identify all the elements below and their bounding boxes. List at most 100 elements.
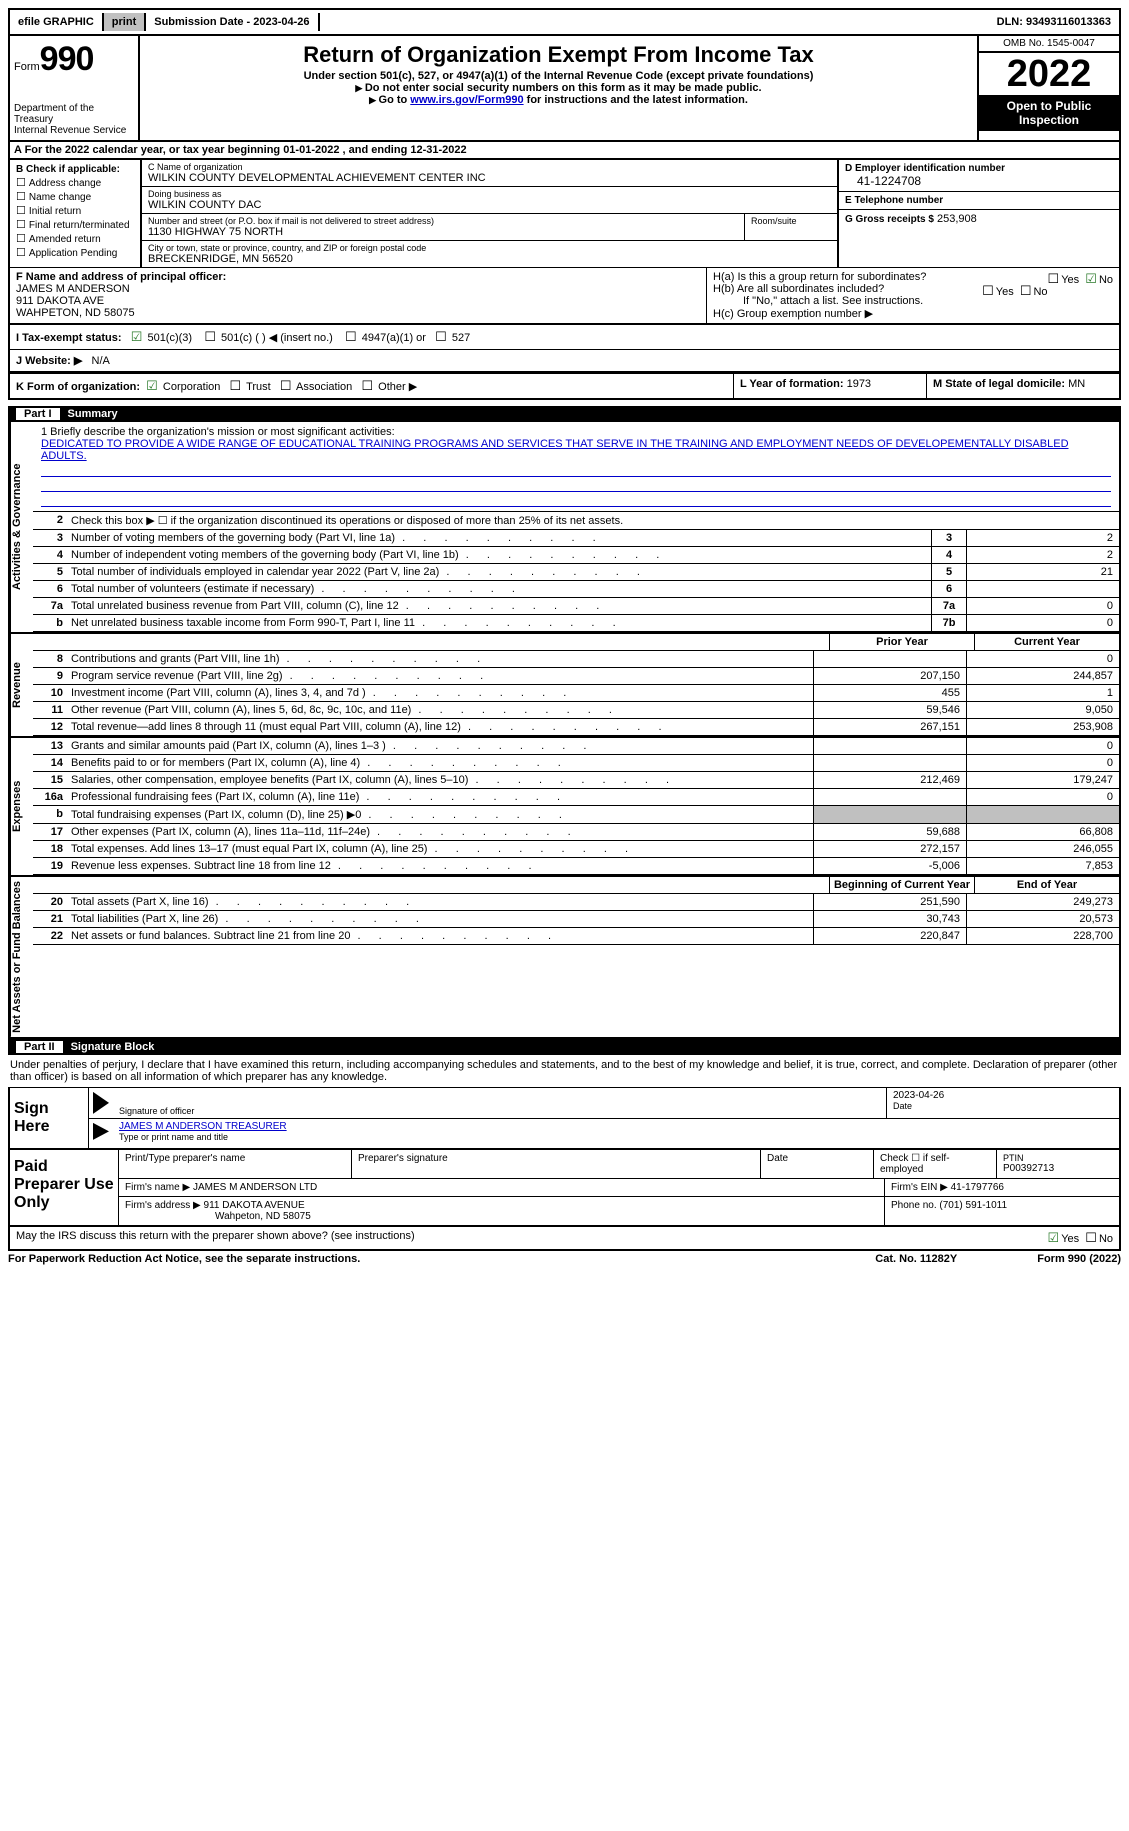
data-row: 11Other revenue (Part VIII, column (A), … bbox=[33, 702, 1119, 719]
col-b-label: B Check if applicable: bbox=[16, 164, 136, 175]
header-middle: Return of Organization Exempt From Incom… bbox=[140, 36, 977, 140]
sub3-post: for instructions and the latest informat… bbox=[524, 94, 748, 106]
governance-row: bNet unrelated business taxable income f… bbox=[33, 615, 1119, 632]
chk-corp[interactable] bbox=[146, 381, 160, 393]
subtitle-2: Do not enter social security numbers on … bbox=[144, 82, 973, 94]
firm-name-label: Firm's name ▶ bbox=[125, 1182, 190, 1193]
chk-address-change[interactable]: Address change bbox=[16, 176, 136, 189]
blank-line-3 bbox=[41, 494, 1111, 507]
paid-preparer-block: Paid Preparer Use Only Print/Type prepar… bbox=[8, 1150, 1121, 1227]
data-row: 13Grants and similar amounts paid (Part … bbox=[33, 738, 1119, 755]
current-year-header: Current Year bbox=[974, 634, 1119, 650]
j-label: J Website: ▶ bbox=[16, 355, 82, 367]
governance-row: 4Number of independent voting members of… bbox=[33, 547, 1119, 564]
prep-name-label: Print/Type preparer's name bbox=[119, 1150, 352, 1178]
firm-name-value: JAMES M ANDERSON LTD bbox=[193, 1182, 317, 1193]
gross-label: G Gross receipts $ bbox=[845, 214, 934, 225]
chk-pending[interactable]: Application Pending bbox=[16, 246, 136, 259]
block-fh: F Name and address of principal officer:… bbox=[8, 267, 1121, 325]
ha-no[interactable] bbox=[1085, 274, 1099, 286]
chk-4947[interactable] bbox=[345, 332, 359, 344]
officer-label: F Name and address of principal officer: bbox=[16, 271, 700, 283]
data-row: bTotal fundraising expenses (Part IX, co… bbox=[33, 806, 1119, 824]
firm-addr-label: Firm's address ▶ bbox=[125, 1200, 201, 1211]
firm-ein-value: 41-1797766 bbox=[951, 1182, 1004, 1193]
discuss-yes[interactable]: Yes bbox=[1048, 1233, 1080, 1245]
governance-row: 3Number of voting members of the governi… bbox=[33, 530, 1119, 547]
sig-arrow-icon-2 bbox=[93, 1123, 109, 1140]
prep-selfemp[interactable]: Check ☐ if self-employed bbox=[874, 1150, 997, 1178]
firm-addr-value2: Wahpeton, ND 58075 bbox=[125, 1211, 311, 1222]
col-f-officer: F Name and address of principal officer:… bbox=[10, 268, 707, 323]
discuss-no[interactable]: No bbox=[1085, 1233, 1113, 1245]
hb-no[interactable]: No bbox=[1020, 286, 1048, 298]
row-klm: K Form of organization: Corporation Trus… bbox=[8, 373, 1121, 400]
chk-initial-return[interactable]: Initial return bbox=[16, 204, 136, 217]
chk-527[interactable] bbox=[435, 332, 449, 344]
sig-arrow-icon bbox=[93, 1092, 109, 1114]
row-a-period: A For the 2022 calendar year, or tax yea… bbox=[8, 142, 1121, 160]
chk-name-change[interactable]: Name change bbox=[16, 190, 136, 203]
ptin-label: PTIN bbox=[1003, 1153, 1113, 1163]
row-j-website: J Website: ▶ N/A bbox=[8, 350, 1121, 373]
firm-phone-value: (701) 591-1011 bbox=[939, 1200, 1007, 1211]
chk-assoc[interactable] bbox=[280, 381, 294, 393]
part1-num: Part I bbox=[16, 408, 60, 420]
sidebar-expenses: Expenses bbox=[10, 738, 33, 875]
opt-other: Other ▶ bbox=[378, 381, 417, 393]
org-name: WILKIN COUNTY DEVELOPMENTAL ACHIEVEMENT … bbox=[148, 172, 831, 184]
firm-phone-label: Phone no. bbox=[891, 1200, 937, 1211]
col-de: D Employer identification number 41-1224… bbox=[837, 160, 1119, 267]
ha-label: H(a) Is this a group return for subordin… bbox=[713, 271, 926, 283]
row-i-tax-status: I Tax-exempt status: 501(c)(3) 501(c) ( … bbox=[8, 325, 1121, 350]
hb-yes[interactable]: Yes bbox=[982, 286, 1014, 298]
chk-501c3[interactable] bbox=[131, 332, 145, 344]
irs-link[interactable]: www.irs.gov/Form990 bbox=[410, 94, 523, 106]
firm-ein-label: Firm's EIN ▶ bbox=[891, 1182, 948, 1193]
ein-label: D Employer identification number bbox=[845, 163, 1113, 174]
prior-year-header: Prior Year bbox=[829, 634, 974, 650]
form-number: 990 bbox=[40, 40, 94, 78]
print-button[interactable]: print bbox=[104, 13, 146, 31]
opt-corp: Corporation bbox=[163, 381, 220, 393]
footer-cat: Cat. No. 11282Y bbox=[875, 1253, 957, 1265]
form-label: Form bbox=[14, 61, 40, 73]
chk-trust[interactable] bbox=[230, 381, 244, 393]
header-left: Form990 Department of the Treasury Inter… bbox=[10, 36, 140, 140]
ein-value: 41-1224708 bbox=[845, 174, 1113, 188]
footer: For Paperwork Reduction Act Notice, see … bbox=[8, 1251, 1121, 1267]
chk-501c[interactable] bbox=[204, 332, 218, 344]
gross-value: 253,908 bbox=[937, 213, 977, 225]
col-c-org-info: C Name of organization WILKIN COUNTY DEV… bbox=[142, 160, 837, 267]
ptin-value: P00392713 bbox=[1003, 1163, 1113, 1174]
governance-row: 5Total number of individuals employed in… bbox=[33, 564, 1119, 581]
data-row: 9Program service revenue (Part VIII, lin… bbox=[33, 668, 1119, 685]
chk-other[interactable] bbox=[361, 381, 375, 393]
part1-body: Activities & Governance 1 Briefly descri… bbox=[8, 422, 1121, 1039]
org-name-label: C Name of organization bbox=[148, 162, 831, 172]
sig-name-value: JAMES M ANDERSON TREASURER bbox=[119, 1121, 1113, 1132]
open-public-badge: Open to Public Inspection bbox=[979, 95, 1119, 131]
top-toolbar: efile GRAPHIC print Submission Date - 20… bbox=[8, 8, 1121, 36]
data-row: 16aProfessional fundraising fees (Part I… bbox=[33, 789, 1119, 806]
sign-here-block: Sign Here Signature of officer 2023-04-2… bbox=[8, 1088, 1121, 1150]
header-right: OMB No. 1545-0047 2022 Open to Public In… bbox=[977, 36, 1119, 140]
data-row: 22Net assets or fund balances. Subtract … bbox=[33, 928, 1119, 945]
sidebar-revenue: Revenue bbox=[10, 634, 33, 736]
ha-yes[interactable]: Yes bbox=[1048, 274, 1080, 286]
phone-label: E Telephone number bbox=[845, 195, 1113, 206]
chk-final-return[interactable]: Final return/terminated bbox=[16, 218, 136, 231]
dln-label: DLN: 93493116013363 bbox=[989, 13, 1119, 31]
data-row: 12Total revenue—add lines 8 through 11 (… bbox=[33, 719, 1119, 736]
m-value: MN bbox=[1068, 378, 1085, 390]
ha-no-label: No bbox=[1099, 274, 1113, 286]
firm-addr-value: 911 DAKOTA AVENUE bbox=[204, 1200, 305, 1211]
chk-amended[interactable]: Amended return bbox=[16, 232, 136, 245]
governance-row: 6Total number of volunteers (estimate if… bbox=[33, 581, 1119, 598]
k-label: K Form of organization: bbox=[16, 381, 140, 393]
sidebar-governance: Activities & Governance bbox=[10, 422, 33, 632]
opt-501c3: 501(c)(3) bbox=[147, 332, 192, 344]
dba-value: WILKIN COUNTY DAC bbox=[148, 199, 831, 211]
data-row: 8Contributions and grants (Part VIII, li… bbox=[33, 651, 1119, 668]
dba-label: Doing business as bbox=[148, 189, 831, 199]
